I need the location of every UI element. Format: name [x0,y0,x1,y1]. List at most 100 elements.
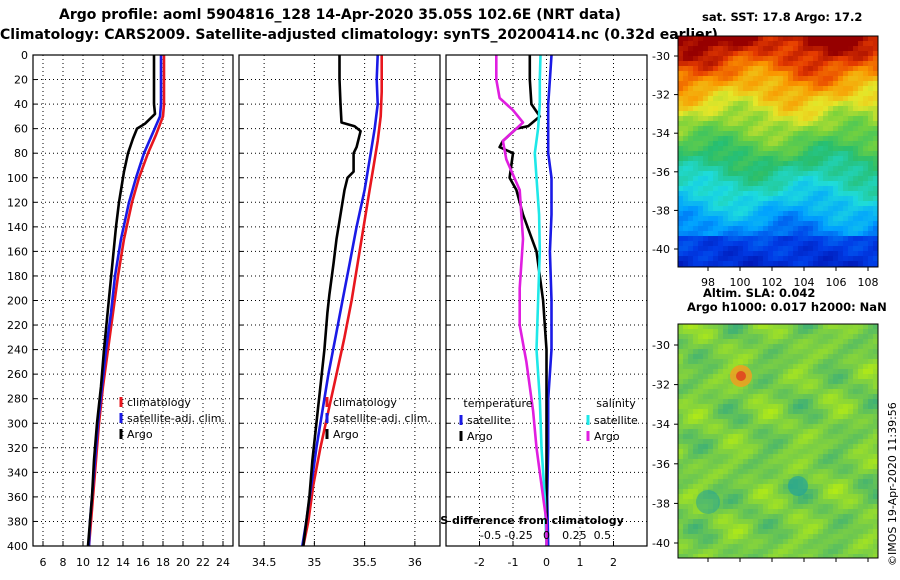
sla-cell [743,474,748,479]
sst-cell [828,51,833,56]
sst-cell [773,171,778,176]
y-tick-label: 40 [14,98,28,111]
sst-cell [858,131,863,136]
sst-cell [818,101,823,106]
sst-cell [838,136,843,141]
sst-cell [703,256,708,261]
sst-cell [818,196,823,201]
sst-cell [838,161,843,166]
sla-cell [803,509,808,514]
sst-cell [798,216,803,221]
sla-cell [868,544,873,549]
sla-cell [768,499,773,504]
sla-cell [763,369,768,374]
sla-cell [778,474,783,479]
sst-cell [758,181,763,186]
sst-cell [758,261,763,266]
sst-cell [833,216,838,221]
sla-cell [793,519,798,524]
sst-cell [823,226,828,231]
sla-cell [828,454,833,459]
sla-cell [853,329,858,334]
sla-cell [723,509,728,514]
sla-cell [788,539,793,544]
sla-cell [818,519,823,524]
sst-cell [743,126,748,131]
sla-cell [748,344,753,349]
sla-cell [843,349,848,354]
sla-cell [718,479,723,484]
sst-cell [828,171,833,176]
sla-cell [748,464,753,469]
sst-cell [678,211,683,216]
sst-cell [683,216,688,221]
sla-cell [703,439,708,444]
sst-cell [678,171,683,176]
sla-cell [738,494,743,499]
sla-cell [728,399,733,404]
sst-cell [708,151,713,156]
sst-cell [688,116,693,121]
sst-cell [808,196,813,201]
secondary-x-tick-label: -0.5 [480,529,501,542]
sst-cell [708,161,713,166]
sst-cell [803,201,808,206]
sla-cell [763,514,768,519]
sst-cell [843,246,848,251]
sst-cell [758,131,763,136]
sst-cell [773,81,778,86]
sst-cell [783,106,788,111]
sla-cell [733,529,738,534]
sst-cell [723,116,728,121]
sst-cell [823,211,828,216]
sst-cell [768,111,773,116]
sst-cell [678,66,683,71]
sla-cell [723,444,728,449]
sla-cell [813,554,818,558]
sst-cell [748,236,753,241]
sst-cell [708,206,713,211]
sst-cell [743,121,748,126]
sla-cell [798,324,803,329]
sst-cell [738,216,743,221]
sst-cell [728,146,733,151]
sst-cell [863,106,868,111]
sst-cell [863,256,868,261]
sst-cell [798,161,803,166]
sst-cell [793,71,798,76]
sla-cell [863,464,868,469]
sla-cell [718,384,723,389]
sst-cell [678,61,683,66]
sst-cell [773,161,778,166]
sla-cell [798,329,803,334]
sst-cell [708,216,713,221]
sla-cell [863,379,868,384]
sla-cell [808,404,813,409]
sla-cell [733,519,738,524]
sst-cell [703,51,708,56]
sst-cell [853,231,858,236]
sst-cell [713,86,718,91]
sst-cell [753,261,758,266]
sla-cell [763,399,768,404]
sst-cell [803,181,808,186]
sst-cell [683,86,688,91]
sla-cell [828,489,833,494]
sla-cell [778,449,783,454]
sla-cell [723,369,728,374]
sla-cell [698,364,703,369]
sst-cell [723,206,728,211]
sst-cell [683,181,688,186]
sst-cell [853,211,858,216]
sst-cell [868,226,873,231]
sst-cell [703,251,708,256]
sla-cell [813,479,818,484]
sst-cell [708,81,713,86]
sst-cell [688,136,693,141]
sst-cell [813,186,818,191]
sst-cell [733,186,738,191]
sla-cell [838,339,843,344]
sla-cell [713,539,718,544]
sst-cell [843,186,848,191]
sst-cell [868,216,873,221]
